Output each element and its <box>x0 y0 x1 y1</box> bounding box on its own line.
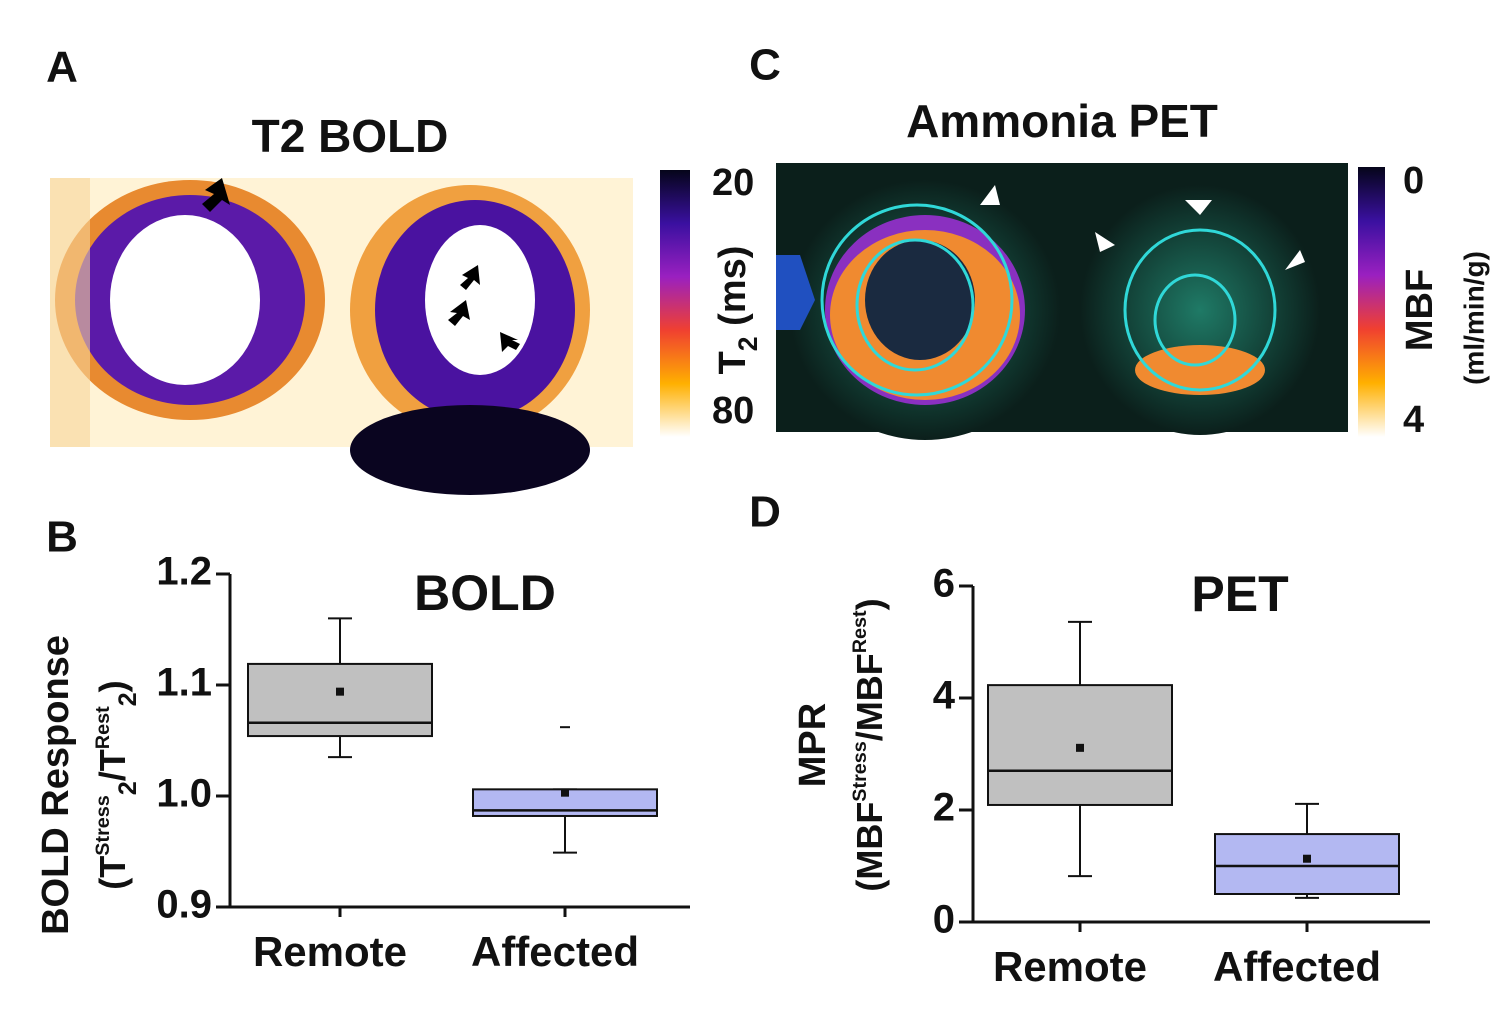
colorbar-tick: 80 <box>712 390 754 432</box>
y-tick-label: 1.1 <box>156 661 212 705</box>
mean <box>1303 854 1311 863</box>
y-tick-label: 2 <box>933 786 955 830</box>
x-tick-label: Affected <box>471 928 639 975</box>
text-part: (MBF <box>849 802 890 892</box>
y-axis-label: MPR <box>792 703 834 787</box>
text-part: 2 <box>114 692 142 706</box>
chart-title: BOLD <box>414 565 556 621</box>
text-part: (ms) <box>712 246 754 337</box>
pet-image <box>776 163 1348 440</box>
mean <box>336 687 344 696</box>
y-tick-label: 0.9 <box>156 883 212 927</box>
image-title: Ammonia PET <box>906 95 1218 147</box>
text-part: ) <box>92 680 133 692</box>
text-part: 2 <box>733 336 763 351</box>
colorbar-label: T2 (ms) <box>712 246 763 375</box>
y-tick-label: 1.0 <box>156 772 212 816</box>
panel-label: B <box>46 513 78 562</box>
y-tick-label: 1.2 <box>156 550 212 594</box>
colorbar-label: MBF <box>1399 269 1441 351</box>
text-part: /T <box>92 749 133 781</box>
text-part: Stress <box>849 741 871 801</box>
panel-label: A <box>46 43 78 92</box>
y-tick-label: 4 <box>933 674 956 718</box>
text-part: MBF <box>1399 269 1441 351</box>
text-part: Stress <box>92 795 114 855</box>
y-axis-label: (MBFStress/MBFRest) <box>849 598 890 891</box>
mean <box>561 788 569 797</box>
text-part: Rest <box>849 610 871 653</box>
x-tick-label: Affected <box>1213 943 1381 990</box>
colorbar-tick: 20 <box>712 162 754 204</box>
text-part: (T <box>92 856 133 890</box>
y-tick-label: 0 <box>933 898 955 942</box>
y-tick-label: 6 <box>933 562 955 606</box>
chart-title: PET <box>1191 566 1288 622</box>
y-axis-label: (TStress2/TRest2) <box>92 680 142 889</box>
box <box>247 662 433 738</box>
colorbar-tick: 0 <box>1403 160 1424 202</box>
x-tick-label: Remote <box>253 928 407 975</box>
bold-image <box>50 178 633 495</box>
colorbar-tick: 4 <box>1403 399 1424 441</box>
colorbar <box>660 170 690 437</box>
box <box>1214 833 1400 896</box>
panel-label: C <box>749 41 781 90</box>
mean <box>1076 743 1084 752</box>
text-part: 2 <box>114 781 142 795</box>
text-part: Rest <box>92 706 114 749</box>
text-part: /MBF <box>849 653 890 741</box>
colorbar <box>1358 167 1385 437</box>
y-axis-label: BOLD Response <box>35 635 77 935</box>
text-part: ) <box>849 598 890 610</box>
text-part: T <box>712 351 754 374</box>
colorbar-units: (ml/min/g) <box>1458 251 1489 385</box>
panel-label: D <box>749 488 781 537</box>
x-tick-label: Remote <box>993 943 1147 990</box>
image-title: T2 BOLD <box>252 110 449 162</box>
